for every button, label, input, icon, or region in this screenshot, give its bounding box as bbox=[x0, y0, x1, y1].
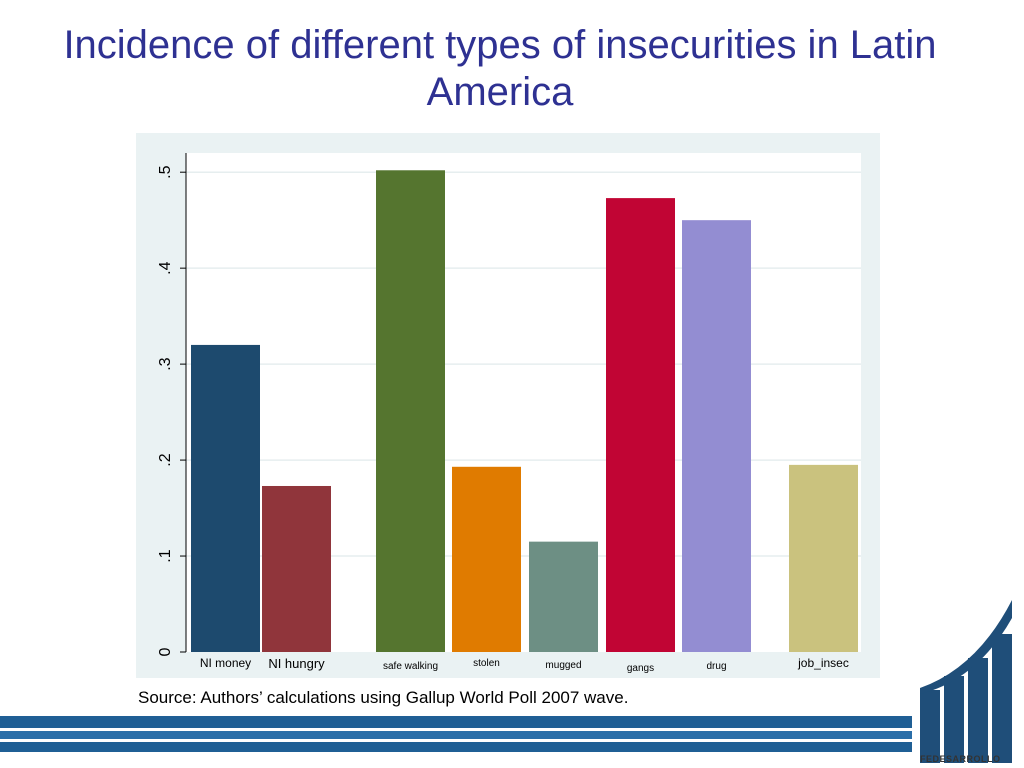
bar bbox=[376, 170, 445, 652]
bar bbox=[529, 541, 598, 652]
category-label: stolen bbox=[473, 658, 500, 669]
category-label: gangs bbox=[627, 663, 654, 674]
y-tick-label: .1 bbox=[157, 549, 174, 562]
category-label: safe walking bbox=[383, 661, 438, 672]
y-tick-label: .5 bbox=[157, 165, 174, 178]
bar bbox=[191, 344, 260, 652]
category-label: NI money bbox=[200, 656, 251, 670]
category-label: drug bbox=[706, 661, 726, 672]
bar-chart: 0 .1 .2 .3 .4 .5 NI money NI hungry safe walking… bbox=[157, 153, 861, 674]
bar bbox=[789, 464, 858, 652]
y-tick-label: 0 bbox=[157, 647, 174, 656]
logo-text: FEDESARROLLO bbox=[920, 754, 1001, 764]
footer-band-middle bbox=[0, 731, 912, 739]
footer-band-top bbox=[0, 716, 912, 728]
category-label: job_insec bbox=[797, 656, 849, 670]
footer-band-bottom bbox=[0, 742, 912, 752]
bar bbox=[682, 220, 751, 652]
source-note: Source: Authors’ calculations using Gall… bbox=[138, 688, 629, 707]
y-tick-label: .2 bbox=[157, 453, 174, 466]
category-label: mugged bbox=[545, 660, 581, 671]
bar bbox=[606, 198, 675, 652]
y-tick-label: .4 bbox=[157, 261, 174, 274]
y-tick-label: .3 bbox=[157, 357, 174, 370]
bar bbox=[262, 485, 331, 652]
fedesarrollo-logo-icon bbox=[920, 600, 1012, 763]
chart-area: 0 .1 .2 .3 .4 .5 NI money NI hungry safe walking… bbox=[136, 133, 880, 678]
slide-title: Incidence of different types of insecuri… bbox=[63, 23, 937, 114]
category-label: NI hungry bbox=[268, 656, 325, 671]
bar bbox=[452, 466, 521, 652]
